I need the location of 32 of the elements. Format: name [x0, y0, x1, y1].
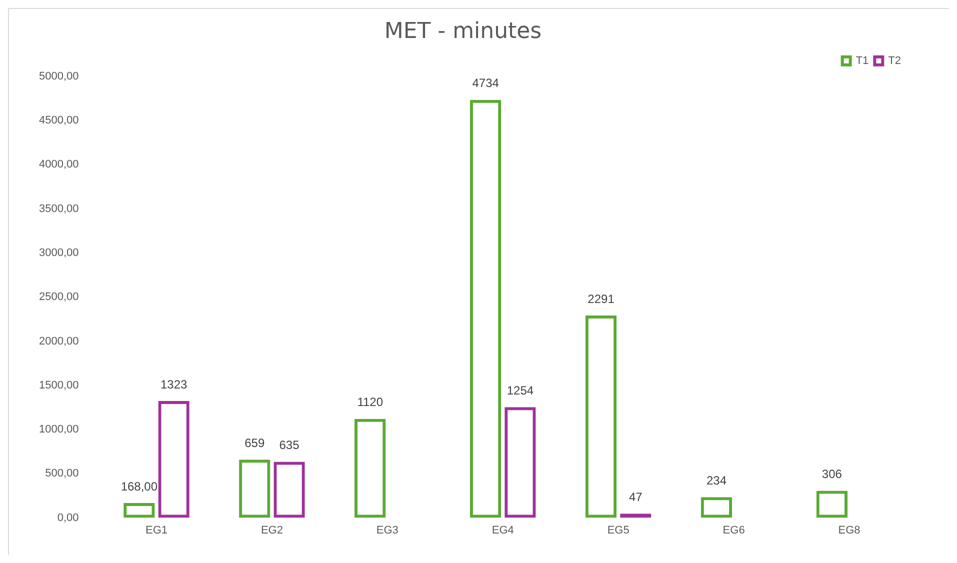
legend-label: T2 — [888, 54, 902, 67]
data-label: 306 — [822, 467, 842, 482]
legend-label: T1 — [856, 54, 869, 67]
y-tick-label: 5000,00 — [38, 70, 79, 82]
data-label: 234 — [706, 473, 727, 488]
x-tick-label: EG5 — [607, 524, 630, 536]
x-tick-label: EG2 — [260, 524, 283, 536]
chart-title: MET - minutes — [384, 18, 542, 44]
data-label: 635 — [279, 438, 300, 452]
x-tick-label: EG1 — [145, 524, 168, 536]
data-label: 168,00 — [120, 479, 158, 494]
y-tick-label: 1500,00 — [38, 379, 79, 392]
y-tick-label: 3500,00 — [38, 202, 79, 215]
x-tick-label: EG6 — [722, 524, 745, 536]
y-tick-label: 2000,00 — [38, 335, 79, 348]
x-tick-label: EG3 — [376, 524, 398, 536]
x-tick-label: EG8 — [838, 524, 860, 536]
y-tick-label: 2500,00 — [38, 291, 79, 304]
y-tick-label: 3000,00 — [38, 246, 79, 259]
y-tick-label: 4000,00 — [38, 158, 79, 171]
data-label: 2291 — [588, 292, 615, 306]
y-tick-label: 1000,00 — [38, 424, 79, 436]
y-tick-label: 0,00 — [57, 512, 79, 524]
data-label: 659 — [244, 436, 265, 450]
y-tick-label: 4500,00 — [38, 114, 79, 127]
data-label: 1254 — [506, 383, 534, 398]
x-tick-label: EG4 — [492, 524, 514, 536]
data-label: 1323 — [160, 377, 188, 392]
data-label: 4734 — [472, 76, 500, 90]
y-tick-label: 500,00 — [45, 468, 79, 480]
data-label: 47 — [628, 490, 643, 504]
data-label: 1120 — [357, 395, 384, 410]
